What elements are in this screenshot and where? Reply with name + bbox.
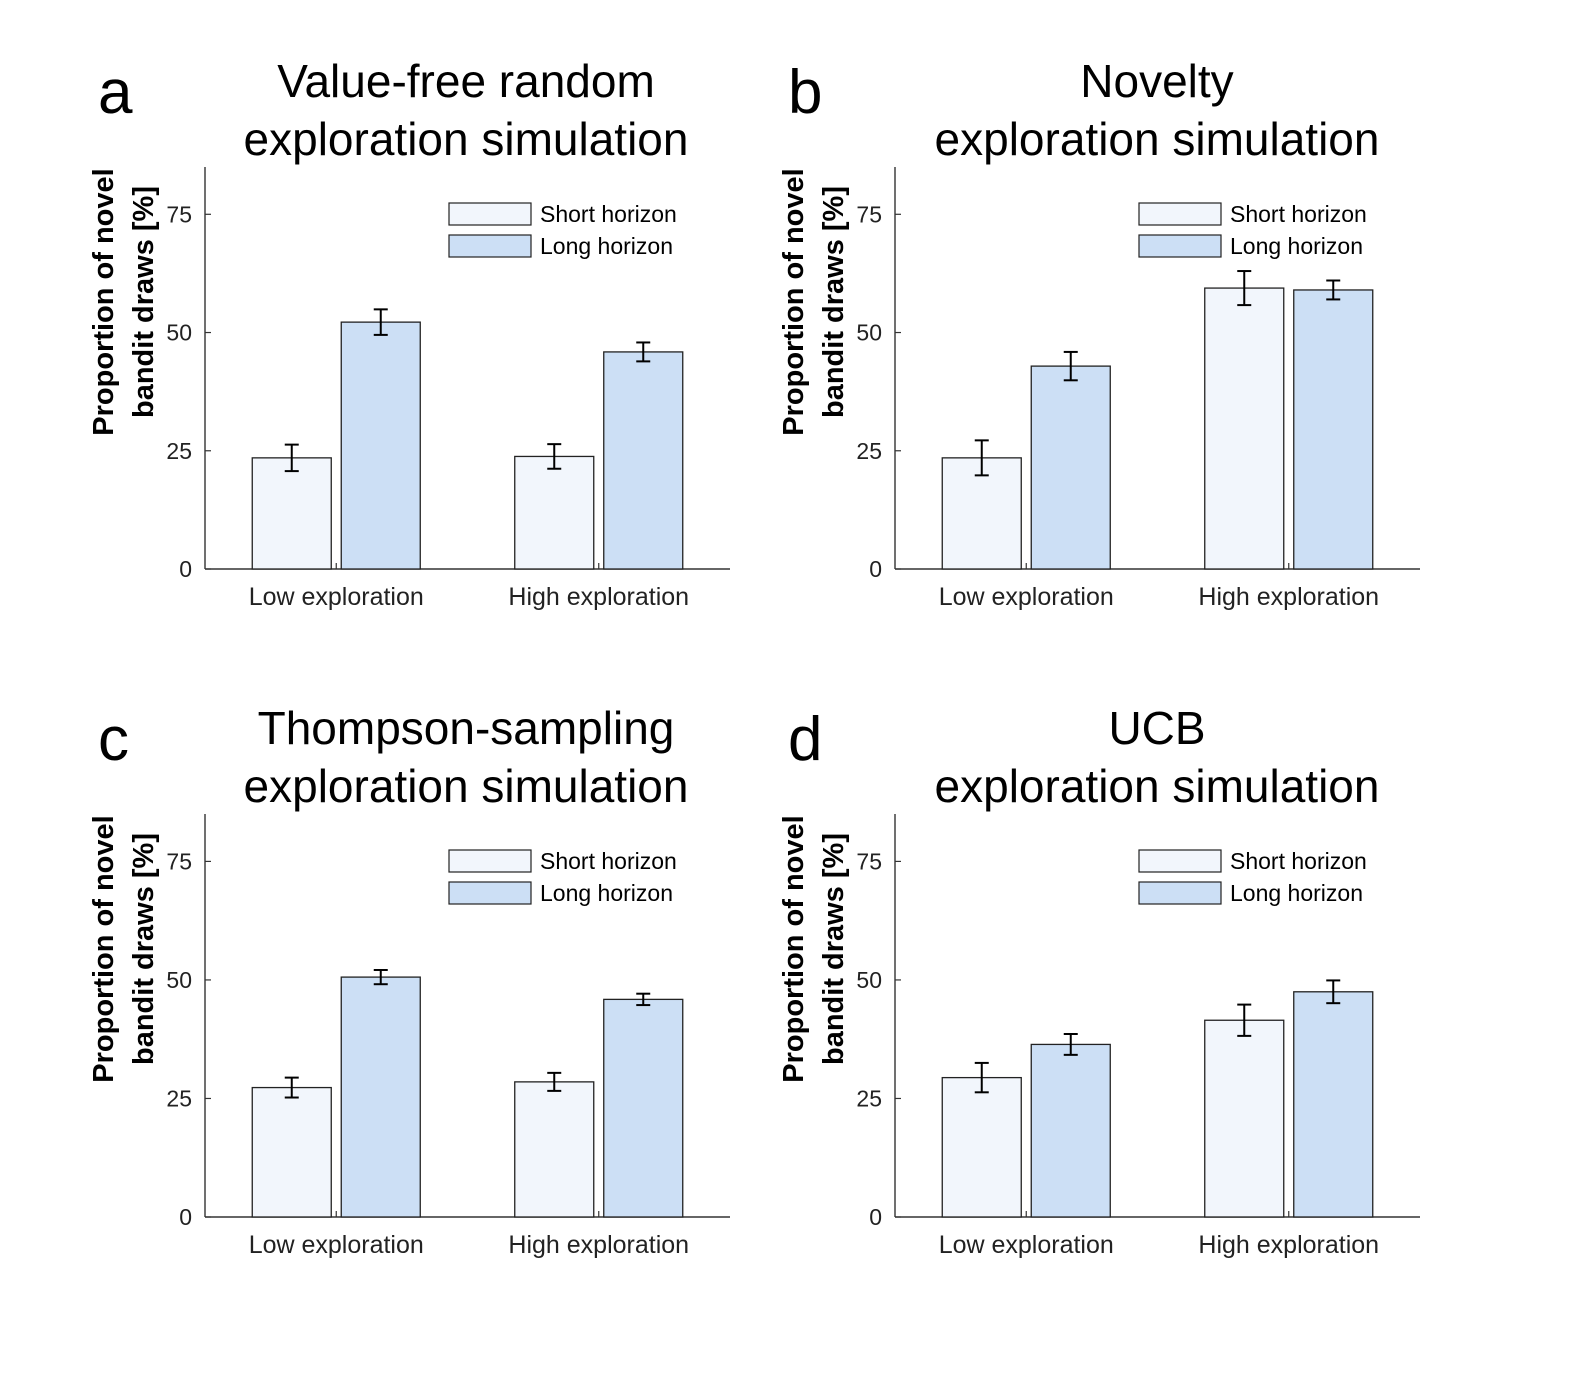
- legend-swatch: [448, 202, 532, 226]
- legend-swatch: [1138, 202, 1222, 226]
- y-tick-label: 75: [856, 848, 882, 874]
- x-tick-label: High exploration: [1198, 583, 1379, 611]
- chart-title: exploration simulation: [935, 113, 1380, 165]
- bar: [603, 351, 684, 570]
- chart-title: Value-free random: [277, 55, 655, 107]
- legend-label: Long horizon: [540, 233, 673, 259]
- x-tick-label: High exploration: [508, 583, 689, 611]
- y-tick-label: 75: [166, 201, 192, 227]
- legend-swatch: [448, 234, 532, 258]
- y-tick-label: 50: [856, 967, 882, 993]
- bar: [340, 321, 421, 570]
- chart-title: Novelty: [1080, 55, 1233, 107]
- legend-label: Short horizon: [1230, 848, 1367, 874]
- y-tick-label: 75: [166, 848, 192, 874]
- panel-c: c Thompson-sampling exploration simulation…: [88, 702, 730, 1259]
- x-tick-label: High exploration: [508, 1231, 689, 1259]
- legend-label: Long horizon: [1230, 233, 1363, 259]
- y-tick-label: 25: [166, 1085, 192, 1111]
- bar: [1204, 1019, 1285, 1218]
- y-tick-label: 0: [869, 1204, 882, 1230]
- y-tick-label: 25: [856, 438, 882, 464]
- y-tick-label: 0: [179, 556, 192, 582]
- y-axis-label: bandit draws [%]: [818, 186, 850, 418]
- x-tick-label: Low exploration: [939, 1231, 1114, 1259]
- legend-label: Short horizon: [540, 848, 677, 874]
- y-axis-label: Proportion of novel: [778, 815, 810, 1082]
- bar: [340, 976, 421, 1218]
- y-axis-label: Proportion of novel: [88, 168, 120, 435]
- y-axis-label: bandit draws [%]: [128, 186, 160, 418]
- legend-label: Long horizon: [1230, 880, 1363, 906]
- legend-swatch: [448, 849, 532, 873]
- bar: [251, 1086, 332, 1218]
- legend-swatch: [1138, 849, 1222, 873]
- x-tick-label: Low exploration: [939, 583, 1114, 611]
- panel-b: b Novelty exploration simulation Proportion…: [778, 55, 1420, 611]
- panel-letter: b: [788, 58, 822, 127]
- y-axis-label: Proportion of novel: [778, 168, 810, 435]
- y-tick-label: 50: [856, 320, 882, 346]
- bar: [1030, 1043, 1111, 1218]
- bar: [603, 998, 684, 1218]
- legend-swatch: [1138, 881, 1222, 905]
- y-tick-label: 75: [856, 201, 882, 227]
- panel-a: a Value-free random exploration simulation…: [88, 55, 730, 611]
- panel-letter: a: [98, 58, 133, 127]
- bar: [514, 455, 595, 570]
- y-tick-label: 0: [179, 1204, 192, 1230]
- y-axis-label: bandit draws [%]: [128, 833, 160, 1065]
- x-tick-label: Low exploration: [249, 583, 424, 611]
- bar: [941, 1076, 1022, 1218]
- bar: [1293, 991, 1374, 1218]
- chart-title: Thompson-sampling: [258, 702, 675, 754]
- y-tick-label: 50: [166, 320, 192, 346]
- panel-letter: c: [98, 705, 129, 774]
- legend-label: Short horizon: [1230, 201, 1367, 227]
- bar: [251, 457, 332, 570]
- bar: [514, 1081, 595, 1218]
- y-axis-label: bandit draws [%]: [818, 833, 850, 1065]
- y-tick-label: 25: [856, 1085, 882, 1111]
- x-tick-label: Low exploration: [249, 1231, 424, 1259]
- legend-label: Short horizon: [540, 201, 677, 227]
- chart-title: UCB: [1108, 702, 1205, 754]
- legend-swatch: [448, 881, 532, 905]
- chart-title: exploration simulation: [935, 760, 1380, 812]
- bar: [1030, 365, 1111, 570]
- bar: [941, 457, 1022, 570]
- panel-letter: d: [788, 705, 822, 774]
- chart-title: exploration simulation: [244, 113, 689, 165]
- legend-swatch: [1138, 234, 1222, 258]
- y-axis-label: Proportion of novel: [88, 815, 120, 1082]
- y-tick-label: 25: [166, 438, 192, 464]
- bar: [1204, 287, 1285, 570]
- panel-d: d UCB exploration simulation Proportion of …: [778, 702, 1420, 1259]
- chart-title: exploration simulation: [244, 760, 689, 812]
- y-tick-label: 0: [869, 556, 882, 582]
- bar: [1293, 289, 1374, 570]
- x-tick-label: High exploration: [1198, 1231, 1379, 1259]
- legend-label: Long horizon: [540, 880, 673, 906]
- y-tick-label: 50: [166, 967, 192, 993]
